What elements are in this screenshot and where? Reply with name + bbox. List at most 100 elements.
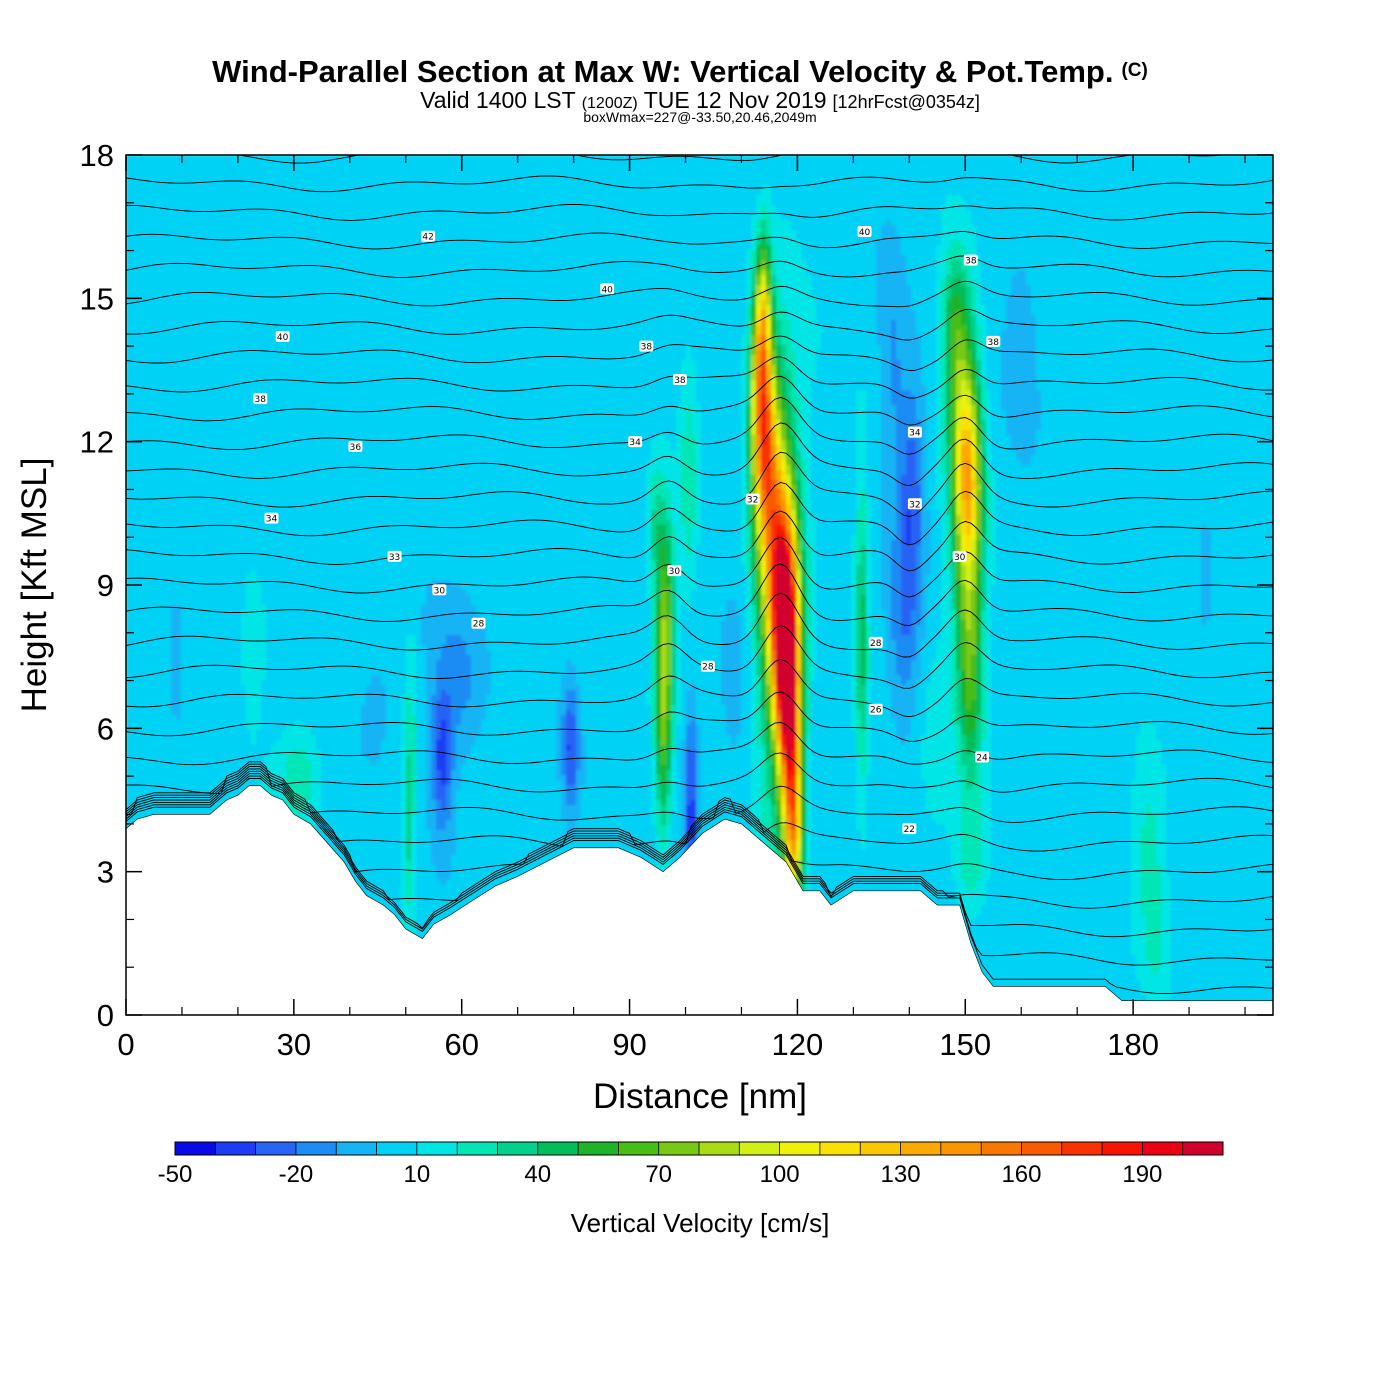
- colorbar-swatch: [941, 1142, 982, 1155]
- colorbar-tick-label: 70: [645, 1161, 672, 1188]
- theta-contour-label-text: 34: [266, 515, 278, 525]
- x-tick-label: 30: [277, 1027, 311, 1062]
- colorbar-tick-label: 40: [524, 1161, 551, 1188]
- x-axis-label: Distance [nm]: [593, 1077, 807, 1116]
- colorbar-swatch: [1183, 1142, 1224, 1155]
- theta-contour-label: 33: [388, 551, 402, 563]
- theta-contour-label-text: 38: [255, 395, 267, 405]
- colorbar-tick-label: 100: [760, 1161, 800, 1188]
- colorbar-swatch: [538, 1142, 579, 1155]
- colorbar-swatch: [296, 1142, 337, 1155]
- colorbar-tick-label: 160: [1001, 1161, 1041, 1188]
- colorbar-tick-label: 130: [881, 1161, 921, 1188]
- x-tick-label: 150: [939, 1027, 991, 1062]
- colorbar-tick-label: -20: [279, 1161, 314, 1188]
- theta-contour-label-text: 30: [954, 553, 966, 563]
- theta-contour-label-text: 40: [859, 228, 871, 238]
- theta-contour-label-text: 24: [976, 754, 988, 764]
- theta-contour-label-text: 34: [909, 429, 921, 439]
- theta-contour-label: 30: [432, 584, 446, 596]
- theta-contour-label: 32: [908, 498, 922, 510]
- theta-contour-label-text: 38: [674, 376, 686, 386]
- theta-contour-label-text: 26: [870, 706, 882, 716]
- theta-contour-label-text: 38: [965, 257, 977, 267]
- theta-contour-label: 34: [908, 427, 922, 439]
- theta-contour-label-text: 28: [702, 663, 714, 673]
- colorbar-swatch: [215, 1142, 256, 1155]
- theta-contour-label: 38: [986, 336, 1000, 348]
- colorbar-swatch: [336, 1142, 377, 1155]
- theta-contour-label: 42: [421, 231, 435, 243]
- theta-contour-label-text: 32: [747, 496, 758, 506]
- colorbar: -50 -20 10 40 70 100 130 160 190: [158, 1142, 1224, 1188]
- y-tick-label: 18: [80, 138, 114, 173]
- x-tick-label: 90: [612, 1027, 646, 1062]
- y-tick-label: 9: [97, 568, 114, 603]
- theta-contour-label-text: 40: [601, 285, 613, 295]
- theta-contour-label: 38: [253, 393, 267, 405]
- theta-contour-label: 34: [628, 436, 642, 448]
- theta-contour-label: 28: [701, 661, 715, 673]
- colorbar-swatch: [1062, 1142, 1103, 1155]
- y-axis-label: Height [Kft MSL]: [15, 458, 54, 713]
- theta-contour-label: 28: [869, 637, 883, 649]
- colorbar-swatch: [256, 1142, 297, 1155]
- theta-contour-label: 40: [858, 226, 872, 238]
- theta-contour-label: 38: [673, 374, 687, 386]
- colorbar-swatch: [457, 1142, 498, 1155]
- y-tick-label: 0: [97, 998, 114, 1033]
- copyright-mark: (C): [1121, 60, 1147, 81]
- colorbar-swatch: [780, 1142, 821, 1155]
- theta-contour-label: 28: [471, 618, 485, 630]
- theta-contour-label-text: 33: [389, 553, 400, 563]
- colorbar-swatch: [739, 1142, 780, 1155]
- colorbar-swatch: [377, 1142, 418, 1155]
- colorbar-swatch: [1142, 1142, 1183, 1155]
- y-tick-label: 6: [97, 711, 114, 746]
- theta-contour-label-text: 34: [629, 438, 641, 448]
- colorbar-swatch: [860, 1142, 901, 1155]
- x-tick-label: 0: [117, 1027, 134, 1062]
- theta-contour-label-text: 40: [277, 333, 289, 343]
- colorbar-swatch: [578, 1142, 619, 1155]
- chart-subtitle-box-wmax: boxWmax=227@-33.50,20.46,2049m: [583, 109, 816, 125]
- colorbar-tick-label: 10: [403, 1161, 430, 1188]
- theta-contour-label: 40: [276, 331, 290, 343]
- theta-contour-label-text: 30: [434, 586, 446, 596]
- colorbar-tick-label: 190: [1122, 1161, 1162, 1188]
- colorbar-label: Vertical Velocity [cm/s]: [571, 1208, 830, 1238]
- colorbar-swatch: [175, 1142, 216, 1155]
- y-tick-label: 12: [80, 425, 114, 460]
- chart-title: Wind-Parallel Section at Max W: Vertical…: [212, 54, 1148, 89]
- theta-contour-label: 32: [746, 494, 760, 506]
- theta-contour-label-text: 30: [669, 567, 681, 577]
- x-tick-label: 60: [444, 1027, 478, 1062]
- colorbar-swatch: [699, 1142, 740, 1155]
- theta-contour-label: 26: [869, 704, 883, 716]
- theta-contour-label: 38: [639, 341, 653, 353]
- y-tick-label: 3: [97, 855, 114, 890]
- theta-contour-label-text: 38: [641, 343, 653, 353]
- theta-contour-label-text: 28: [473, 620, 485, 630]
- colorbar-swatch: [417, 1142, 458, 1155]
- theta-contour-label: 22: [902, 823, 916, 835]
- colorbar-swatch: [618, 1142, 659, 1155]
- theta-contour-label: 38: [964, 255, 978, 267]
- colorbar-swatch: [820, 1142, 861, 1155]
- colorbar-swatch: [659, 1142, 700, 1155]
- theta-contour-label-text: 32: [909, 500, 920, 510]
- theta-contour-label-text: 42: [422, 233, 433, 243]
- theta-contour-label-text: 38: [988, 338, 1000, 348]
- theta-contour-label: 40: [600, 283, 614, 295]
- colorbar-swatch: [1021, 1142, 1062, 1155]
- theta-contour-label: 36: [348, 441, 362, 453]
- theta-contour-label-text: 28: [870, 639, 882, 649]
- y-tick-label: 15: [80, 281, 114, 316]
- theta-contour-label-text: 36: [350, 443, 362, 453]
- plot-area: 42 40 40 38 38 38 36 34 34 33 30 28 30 28 32 40 38 38 34 32…: [126, 148, 1277, 1016]
- theta-contour-label: 34: [264, 513, 278, 525]
- theta-contour-label-text: 22: [904, 825, 915, 835]
- theta-contour-label: 24: [975, 752, 989, 764]
- x-tick-label: 180: [1107, 1027, 1159, 1062]
